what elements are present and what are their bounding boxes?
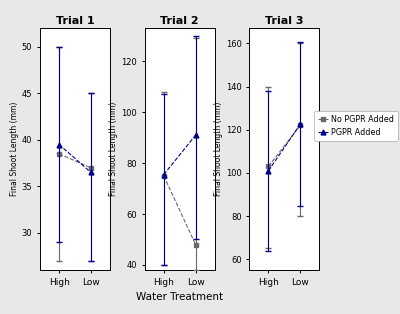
Legend: No PGPR Added, PGPR Added: No PGPR Added, PGPR Added [314,111,398,141]
Y-axis label: Final Shoot Length (mm): Final Shoot Length (mm) [10,102,19,196]
Title: Trial 3: Trial 3 [265,16,304,26]
Y-axis label: Final Shoot Length (mm): Final Shoot Length (mm) [110,102,118,196]
Title: Trial 2: Trial 2 [160,16,199,26]
X-axis label: Water Treatment: Water Treatment [136,292,223,302]
Title: Trial 1: Trial 1 [56,16,94,26]
Y-axis label: Final Shoot Length (mm): Final Shoot Length (mm) [214,102,223,196]
